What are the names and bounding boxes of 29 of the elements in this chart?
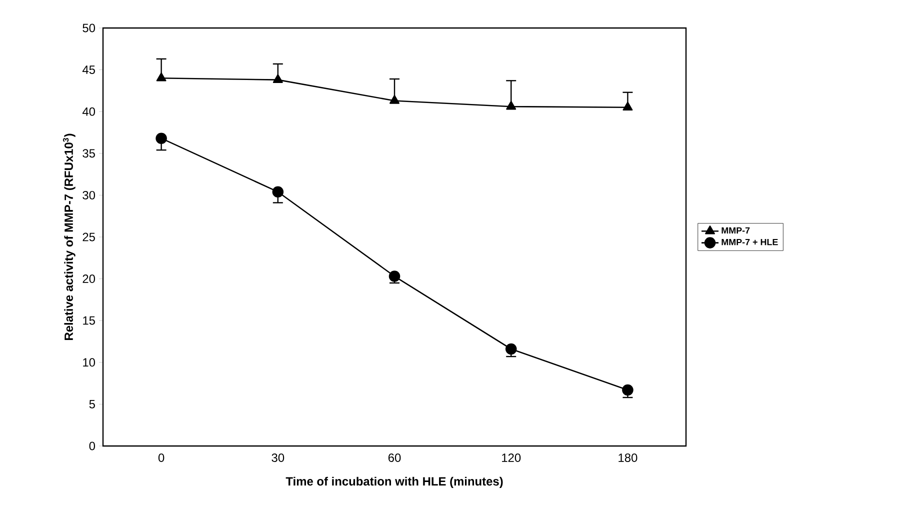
y-tick-label: 50 (82, 24, 96, 32)
legend-label: MMP-7 (722, 227, 750, 234)
point (156, 132, 167, 144)
y-tick-label: 25 (82, 232, 95, 242)
point (272, 74, 283, 83)
x-axis-title: Time of incubation with HLE (minutes) (286, 476, 503, 488)
y-tick-label: 40 (82, 107, 96, 116)
point (506, 100, 516, 110)
y-tick-label: 30 (82, 190, 96, 200)
y-tick-label: 15 (83, 316, 95, 325)
y-tick-label: 20 (82, 274, 96, 284)
y-axis-title: Relative activity of MMP-7 (RFUx10$^{3}$) (62, 134, 76, 340)
point (390, 95, 400, 104)
x-tick-label: 120 (502, 454, 521, 462)
x-tick-label: 0 (158, 454, 164, 462)
point (272, 186, 284, 198)
x-tick-label: 180 (618, 454, 638, 462)
point (156, 72, 166, 82)
x-tick-label: 30 (272, 454, 284, 462)
point (388, 270, 400, 282)
legend-label: MMP-7 + HLE (722, 238, 778, 246)
point (622, 102, 633, 111)
x-tick-label: 60 (388, 454, 401, 462)
y-tick-label: 10 (83, 358, 96, 367)
y-tick-label: 5 (89, 400, 95, 408)
y-tick-label: 0 (89, 442, 96, 450)
point (505, 343, 517, 355)
y-tick-label: 35 (82, 149, 95, 158)
y-tick-label: 45 (82, 66, 95, 74)
